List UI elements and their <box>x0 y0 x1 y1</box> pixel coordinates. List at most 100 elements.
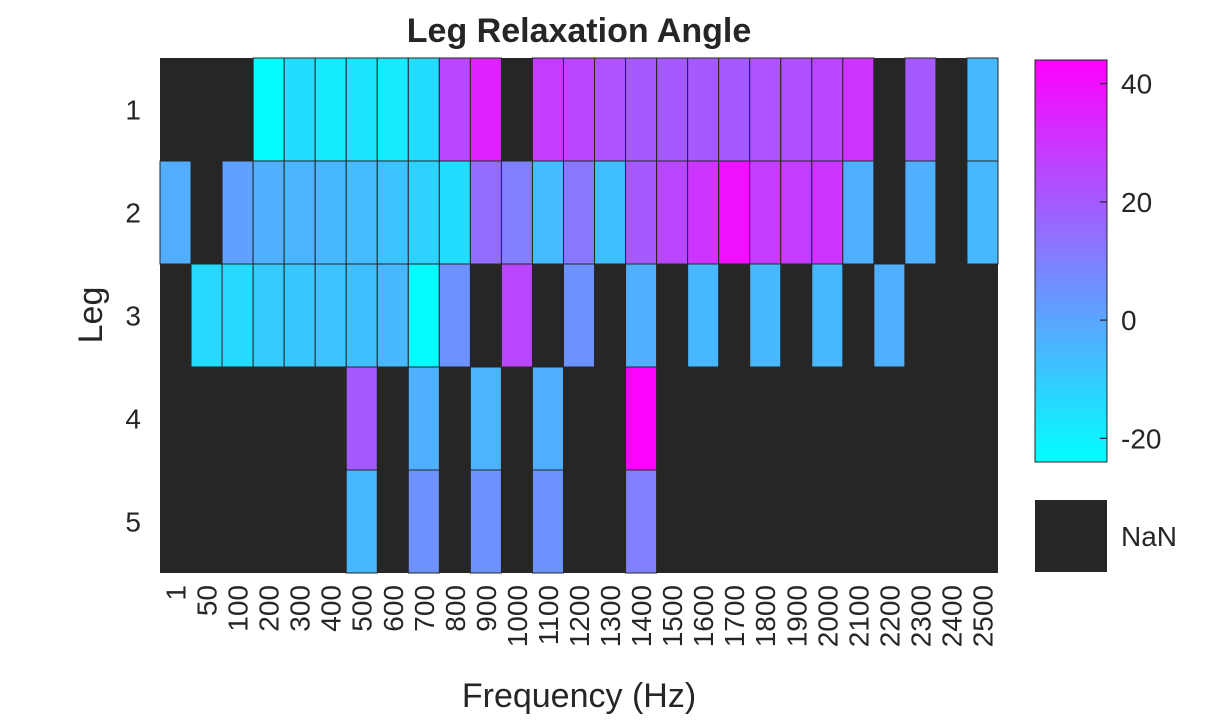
x-tick-label: 2000 <box>812 585 843 647</box>
heatmap-cell <box>376 160 409 265</box>
heatmap-cell <box>283 263 316 368</box>
colorbar-gradient <box>1034 59 1108 463</box>
x-tick-label: 2300 <box>905 585 936 647</box>
x-tick-label: 2100 <box>843 585 874 647</box>
heatmap-cell <box>811 160 844 265</box>
colorbar-tick-label: -20 <box>1121 423 1161 454</box>
x-tick-label: 1200 <box>564 585 595 647</box>
heatmap-cell <box>531 469 564 574</box>
x-axis-label: Frequency (Hz) <box>462 677 696 715</box>
x-tick-label: 1700 <box>719 585 750 647</box>
x-tick-label: 1300 <box>595 585 626 647</box>
heatmap-cell <box>469 366 502 471</box>
heatmap-cell <box>407 469 440 574</box>
heatmap-cell <box>376 57 409 162</box>
heatmap-cell <box>749 263 782 368</box>
heatmap-cell <box>749 57 782 162</box>
heatmap-cell <box>314 57 347 162</box>
x-tick-label: 1600 <box>688 585 719 647</box>
heatmap-cell <box>811 263 844 368</box>
heatmap-cell <box>625 160 658 265</box>
heatmap-cell <box>656 57 689 162</box>
heatmap-cell <box>159 160 192 265</box>
heatmap-cell <box>594 160 627 265</box>
y-tick-label: 3 <box>125 301 141 332</box>
heatmap-cell <box>500 263 533 368</box>
y-tick-labels: 1 2 3 4 5 <box>125 95 141 538</box>
heatmap-cell <box>438 263 471 368</box>
heatmap-cell <box>625 366 658 471</box>
heatmap-cell <box>407 366 440 471</box>
heatmap-cell <box>469 469 502 574</box>
x-tick-label: 1800 <box>750 585 781 647</box>
heatmap-cell <box>221 160 254 265</box>
y-tick-label: 2 <box>125 198 141 229</box>
heatmap-cell <box>407 263 440 368</box>
heatmap-cell <box>314 263 347 368</box>
heatmap-cell <box>283 57 316 162</box>
heatmap-cell <box>469 160 502 265</box>
y-tick-label: 1 <box>125 95 141 126</box>
x-tick-label: 1900 <box>781 585 812 647</box>
heatmap-cell <box>625 263 658 368</box>
heatmap-cell <box>625 469 658 574</box>
heatmap-cell <box>562 57 596 162</box>
chart-title: Leg Relaxation Angle <box>407 12 751 50</box>
colorbar-tick-label: 40 <box>1121 69 1152 100</box>
heatmap-cell <box>252 160 285 265</box>
heatmap-cell <box>190 263 223 368</box>
x-tick-label: 1400 <box>626 585 657 647</box>
heatmap-cell <box>221 263 254 368</box>
heatmap-cell <box>345 469 378 574</box>
y-tick-label: 4 <box>125 404 141 435</box>
heatmap-cell <box>345 160 378 265</box>
x-tick-labels: 1 50 100 200 300 400 500 600 700 800 900 1000 1100 12… <box>161 585 999 647</box>
heatmap-cell <box>376 263 409 368</box>
x-tick-label: 900 <box>471 585 502 632</box>
x-tick-label: 2500 <box>967 585 998 647</box>
nan-label: NaN <box>1121 521 1177 552</box>
heatmap-cell <box>842 57 875 162</box>
heatmap-cell <box>749 160 782 265</box>
colorbar: 40 20 0 -20 <box>1034 59 1161 463</box>
heatmap-cell <box>345 366 378 471</box>
colorbar-tick-label: 20 <box>1121 187 1152 218</box>
heatmap-cell <box>252 263 285 368</box>
x-tick-label: 200 <box>254 585 285 632</box>
x-tick-label: 2400 <box>936 585 967 647</box>
heatmap-cell <box>531 57 564 162</box>
x-tick-label: 600 <box>378 585 409 632</box>
x-tick-label: 1100 <box>533 585 564 645</box>
heatmap-cell <box>656 160 689 265</box>
heatmap-cell <box>625 57 658 162</box>
nan-legend: NaN <box>1035 500 1177 572</box>
x-tick-label: 50 <box>192 585 223 616</box>
heatmap-cell <box>283 160 316 265</box>
heatmap-cell <box>966 160 999 265</box>
heatmap-cell <box>500 160 533 265</box>
y-tick-label: 5 <box>125 507 141 538</box>
heatmap-cell <box>345 57 378 162</box>
heatmap-cell <box>904 160 937 265</box>
heatmap-cell <box>966 57 999 162</box>
heatmap-cell <box>687 160 720 265</box>
x-tick-label: 1500 <box>657 585 688 647</box>
heatmap-cells <box>159 57 999 574</box>
x-tick-label: 300 <box>285 585 316 632</box>
y-axis-label: Leg <box>72 287 110 344</box>
heatmap-cell <box>780 57 813 162</box>
heatmap-cell <box>314 160 347 265</box>
x-tick-label: 1 <box>161 585 192 601</box>
heatmap-cell <box>687 57 720 162</box>
heatmap-cell <box>594 57 627 162</box>
x-tick-label: 500 <box>347 585 378 632</box>
nan-swatch <box>1035 500 1107 572</box>
heatmap-cell <box>531 366 564 471</box>
heatmap-cell <box>904 57 937 162</box>
heatmap-cell <box>780 160 813 265</box>
x-tick-label: 700 <box>409 585 440 632</box>
heatmap-cell <box>252 57 285 162</box>
heatmap-cell <box>438 57 471 162</box>
